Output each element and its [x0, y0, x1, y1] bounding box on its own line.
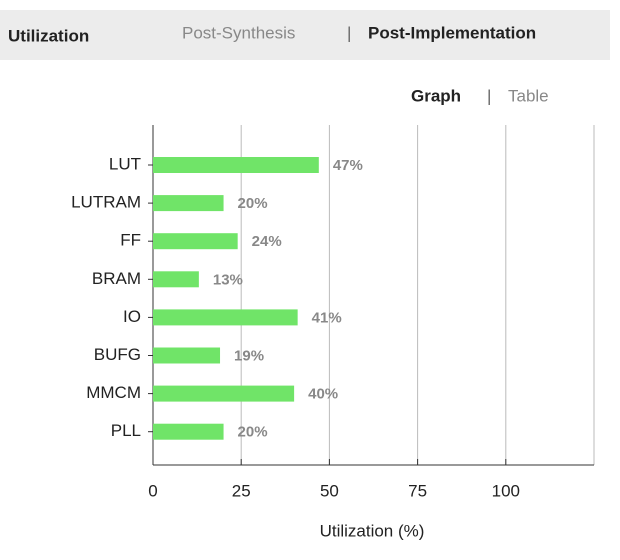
view-option[interactable]: Graph [411, 86, 461, 105]
y-tick-label: MMCM [86, 383, 141, 402]
bar [153, 385, 295, 402]
header-title: Utilization [8, 26, 89, 45]
y-tick-label: LUTRAM [71, 193, 141, 212]
x-tick-label: 100 [492, 481, 520, 500]
tab[interactable]: Post-Implementation [368, 23, 536, 42]
bar [153, 233, 238, 250]
bar [153, 347, 221, 364]
value-label: 20% [238, 195, 268, 212]
y-tick-label: BRAM [92, 269, 141, 288]
header-bar [0, 10, 610, 60]
bar [153, 195, 224, 212]
bar [153, 157, 319, 173]
x-axis-label: Utilization (%) [320, 521, 425, 540]
value-label: 41% [312, 309, 342, 326]
y-tick-label: LUT [109, 154, 141, 173]
y-tick-label: FF [120, 231, 141, 250]
value-label: 47% [333, 157, 363, 174]
bar [153, 423, 224, 440]
value-label: 20% [238, 424, 268, 441]
y-tick-label: BUFG [94, 345, 141, 364]
value-label: 13% [213, 271, 243, 288]
bar [153, 271, 199, 288]
value-label: 24% [252, 233, 282, 250]
x-tick-label: 75 [408, 481, 427, 500]
view-separator: | [487, 86, 491, 105]
value-label: 19% [234, 347, 264, 364]
value-label: 40% [308, 386, 338, 403]
y-tick-label: IO [123, 307, 141, 326]
y-tick-label: PLL [111, 421, 141, 440]
x-tick-label: 0 [148, 481, 157, 500]
x-tick-label: 25 [232, 481, 251, 500]
x-tick-label: 50 [320, 481, 339, 500]
bar [153, 309, 298, 326]
view-option[interactable]: Table [508, 86, 549, 105]
tab-separator: | [347, 23, 351, 42]
tab[interactable]: Post-Synthesis [182, 23, 295, 42]
